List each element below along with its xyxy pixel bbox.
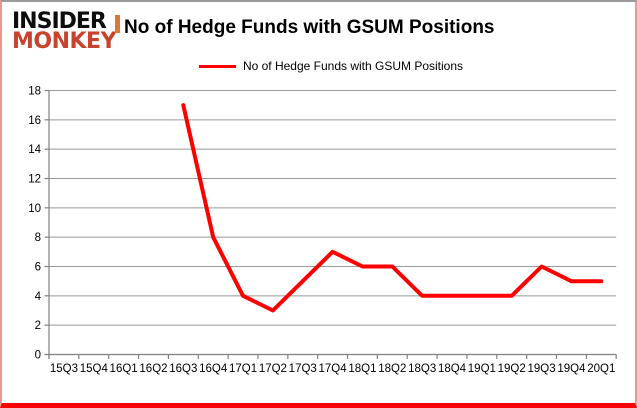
- svg-text:2: 2: [35, 320, 41, 332]
- legend-label: No of Hedge Funds with GSUM Positions: [242, 59, 464, 73]
- svg-text:18Q1: 18Q1: [348, 363, 376, 375]
- svg-text:0: 0: [35, 350, 41, 362]
- svg-text:19Q1: 19Q1: [468, 363, 496, 375]
- series-line-hedge-funds: [181, 103, 604, 313]
- svg-text:8: 8: [35, 232, 41, 244]
- svg-text:10: 10: [28, 203, 41, 215]
- insider-monkey-logo: INSIDER MONKEY: [12, 9, 117, 55]
- chart-title: No of Hedge Funds with GSUM Positions: [124, 17, 495, 38]
- axis-ticks: [44, 89, 617, 359]
- svg-text:19Q4: 19Q4: [557, 363, 586, 375]
- svg-text:12: 12: [28, 174, 41, 186]
- svg-text:15Q4: 15Q4: [80, 363, 109, 375]
- svg-text:16Q2: 16Q2: [139, 363, 167, 375]
- svg-text:18Q3: 18Q3: [408, 363, 436, 375]
- svg-text:16Q4: 16Q4: [199, 363, 228, 375]
- svg-text:18Q4: 18Q4: [438, 363, 467, 375]
- axes: [48, 90, 617, 359]
- svg-text:20Q1: 20Q1: [587, 363, 615, 375]
- svg-text:19Q2: 19Q2: [498, 363, 526, 375]
- logo-banana-mark-icon: [115, 15, 120, 33]
- svg-text:17Q3: 17Q3: [289, 363, 317, 375]
- svg-text:17Q1: 17Q1: [229, 363, 257, 375]
- legend-line-swatch: [198, 64, 236, 68]
- chart-legend: No of Hedge Funds with GSUM Positions: [27, 59, 635, 73]
- svg-text:19Q3: 19Q3: [527, 363, 555, 375]
- svg-text:6: 6: [35, 262, 41, 274]
- svg-text:16: 16: [28, 115, 41, 127]
- x-axis-tick-labels: 15Q3 15Q4 16Q1 16Q2 16Q3 16Q4 17Q1 17Q2 17Q3 17Q4…: [50, 363, 615, 375]
- svg-text:14: 14: [28, 144, 41, 156]
- svg-text:17Q2: 17Q2: [259, 363, 287, 375]
- svg-text:15Q3: 15Q3: [50, 363, 78, 375]
- logo-text-monkey: MONKEY: [12, 29, 117, 55]
- y-gridlines: [49, 90, 617, 326]
- svg-text:18Q2: 18Q2: [378, 363, 406, 375]
- logo-text-insider: INSIDER: [12, 9, 107, 34]
- svg-text:16Q1: 16Q1: [110, 363, 138, 375]
- svg-text:4: 4: [35, 291, 42, 303]
- svg-text:18: 18: [28, 86, 41, 98]
- y-axis-tick-labels: 0 2 4 6 8 10 12 14 16 18: [28, 86, 41, 362]
- svg-text:17Q4: 17Q4: [319, 363, 348, 375]
- svg-text:16Q3: 16Q3: [169, 363, 197, 375]
